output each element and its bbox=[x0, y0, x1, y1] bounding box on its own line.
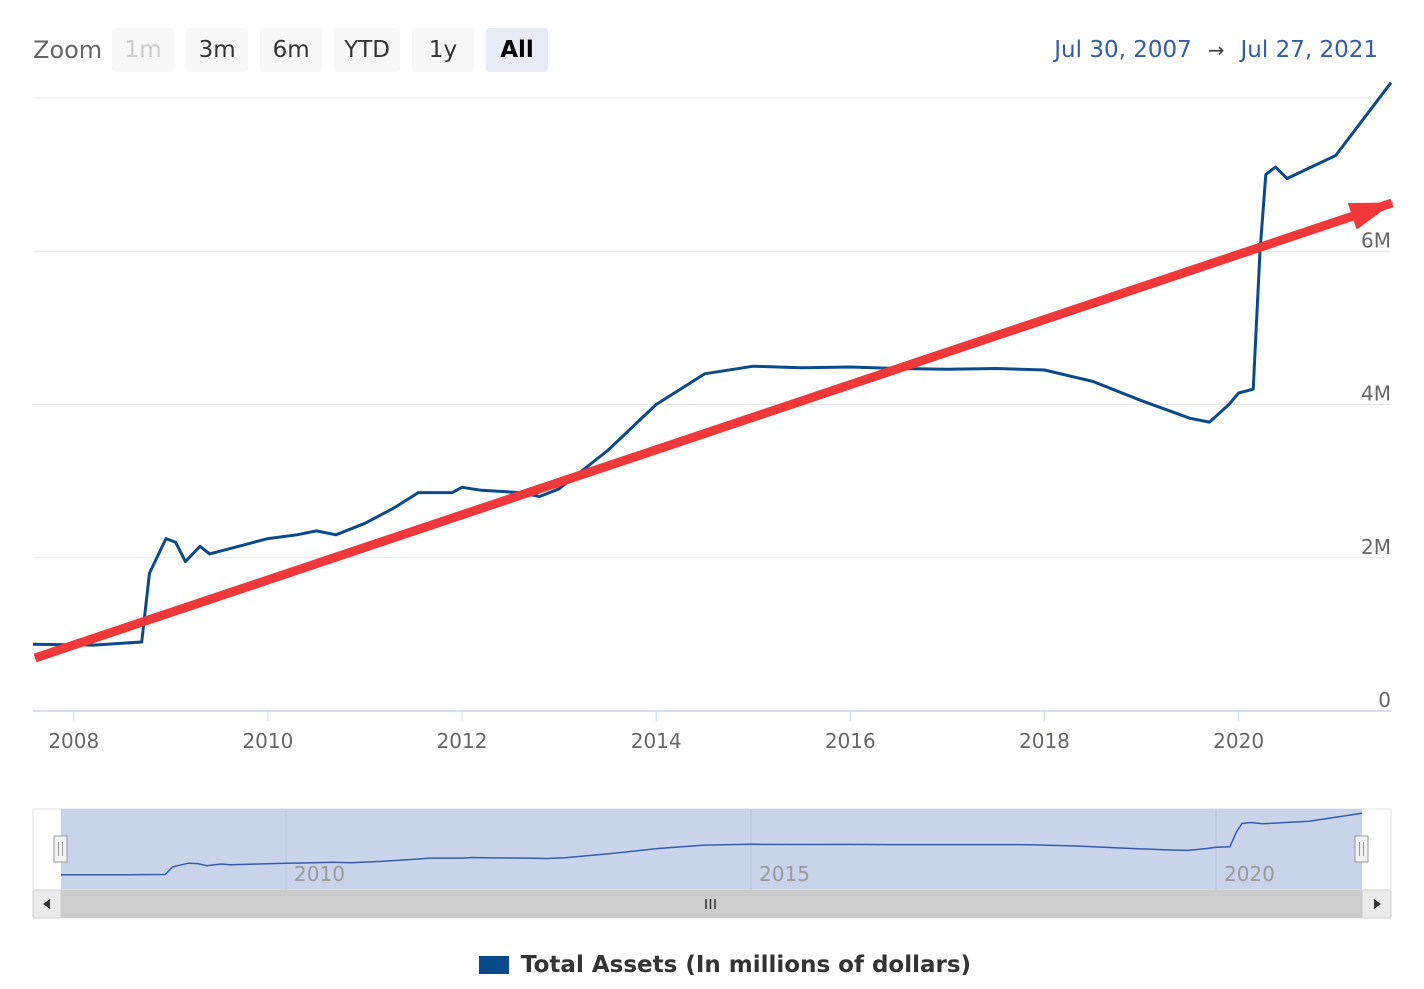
chart-area: 0 2M 4M 6M 2008 2010 2012 2014 2016 2018 2020 201… bbox=[32, 81, 1394, 919]
range-to-date[interactable]: Jul 27, 2021 bbox=[1240, 37, 1378, 63]
navigator-tick-label: 2010 bbox=[294, 862, 345, 886]
x-tick-label: 2008 bbox=[48, 729, 99, 753]
navigator[interactable]: 2010 2015 2020 bbox=[32, 808, 1392, 891]
zoom-all-button[interactable]: All bbox=[486, 28, 548, 72]
x-tick-label: 2012 bbox=[437, 729, 488, 753]
date-range: Jul 30, 2007 → Jul 27, 2021 bbox=[1054, 28, 1378, 72]
x-tick-label: 2010 bbox=[242, 729, 293, 753]
legend-item[interactable]: Total Assets (In millions of dollars) bbox=[479, 952, 971, 978]
scroll-right-button[interactable] bbox=[1361, 889, 1392, 919]
navigator-grid: 2010 2015 2020 bbox=[285, 809, 1275, 890]
navigator-left-handle[interactable] bbox=[53, 835, 68, 863]
x-axis: 2008 2010 2012 2014 2016 2018 2020 bbox=[48, 711, 1264, 753]
scrollbar[interactable] bbox=[32, 889, 1392, 919]
range-arrow-icon: → bbox=[1207, 38, 1225, 62]
legend-swatch bbox=[479, 956, 509, 974]
zoom-1y-button[interactable]: 1y bbox=[412, 28, 474, 72]
zoom-label: Zoom bbox=[33, 36, 103, 64]
y-tick-label: 6M bbox=[1361, 228, 1391, 252]
navigator-series bbox=[60, 812, 1363, 876]
series-line-total-assets[interactable] bbox=[32, 81, 1393, 647]
legend-label: Total Assets (In millions of dollars) bbox=[521, 952, 972, 978]
scroll-left-button[interactable] bbox=[32, 889, 62, 919]
series-layer bbox=[32, 81, 1393, 647]
zoom-ytd-button[interactable]: YTD bbox=[334, 28, 400, 72]
scroll-left-arrow-icon bbox=[43, 899, 50, 909]
navigator-series-line bbox=[60, 812, 1363, 876]
grid-lines bbox=[33, 97, 1391, 712]
scroll-right-arrow-icon bbox=[1374, 899, 1381, 909]
navigator-tick-label: 2015 bbox=[759, 862, 810, 886]
x-tick-label: 2020 bbox=[1213, 729, 1264, 753]
navigator-right-handle[interactable] bbox=[1354, 835, 1369, 863]
trend-arrow bbox=[33, 198, 1394, 663]
scrollbar-thumb[interactable] bbox=[61, 890, 1362, 918]
zoom-1m-button[interactable]: 1m bbox=[112, 28, 175, 72]
x-tick-label: 2018 bbox=[1019, 729, 1070, 753]
scrollbar-grip-icon bbox=[705, 899, 716, 909]
y-tick-label: 0 bbox=[1378, 688, 1391, 712]
y-axis: 0 2M 4M 6M bbox=[1361, 228, 1391, 712]
y-tick-label: 4M bbox=[1361, 382, 1391, 406]
x-tick-label: 2016 bbox=[825, 729, 876, 753]
zoom-toolbar: Zoom 1m 3m 6m YTD 1y All bbox=[33, 28, 560, 72]
y-tick-label: 2M bbox=[1361, 535, 1391, 559]
range-from-date[interactable]: Jul 30, 2007 bbox=[1054, 37, 1192, 63]
x-tick-label: 2014 bbox=[631, 729, 682, 753]
zoom-6m-button[interactable]: 6m bbox=[260, 28, 323, 72]
navigator-tick-label: 2020 bbox=[1224, 862, 1275, 886]
zoom-3m-button[interactable]: 3m bbox=[186, 28, 249, 72]
